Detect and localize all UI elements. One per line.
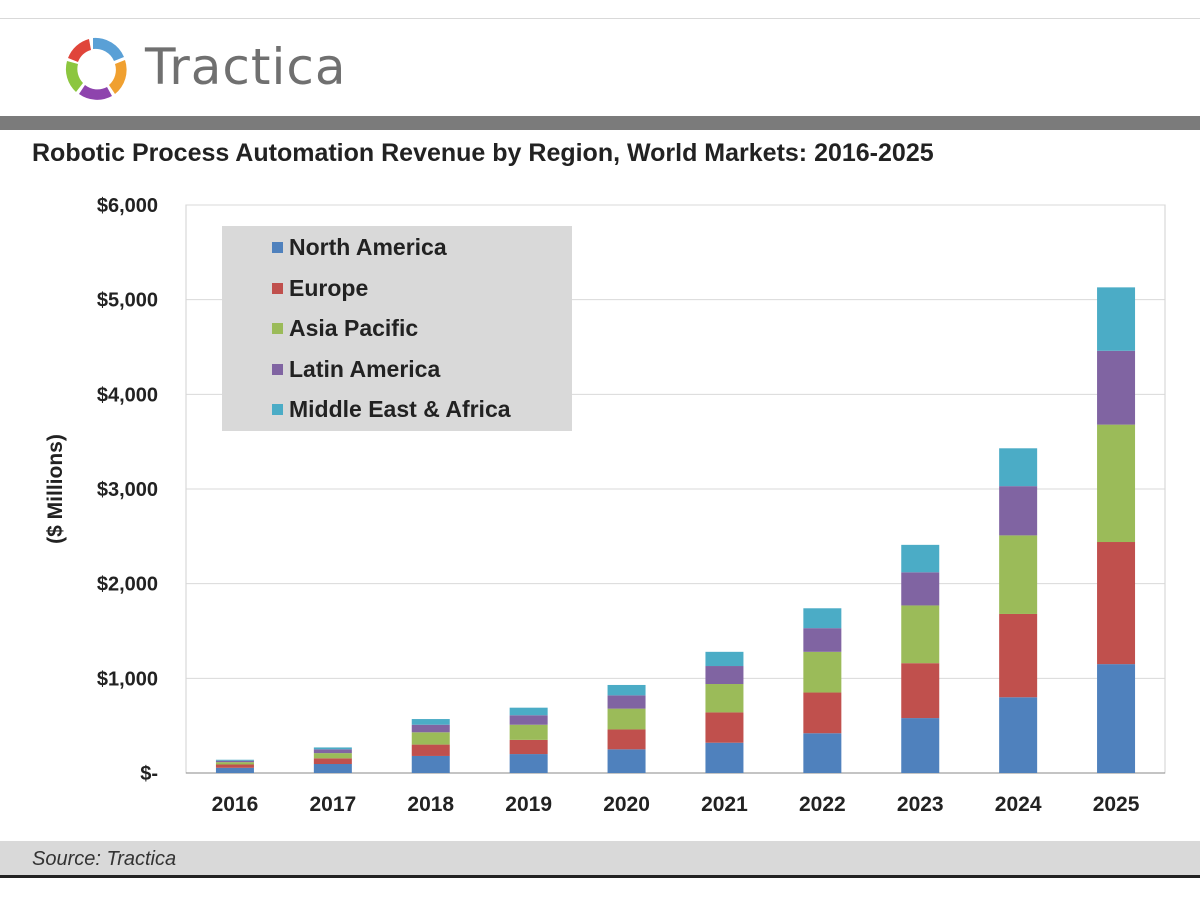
bar-segment: [509, 739, 548, 755]
bar-segment: [215, 762, 254, 765]
bar-segment: [215, 767, 254, 773]
source-note: Source: Tractica: [32, 848, 177, 870]
bar-segment: [215, 764, 254, 768]
x-tick-label: 2017: [309, 793, 356, 816]
legend-item: Latin America: [272, 356, 440, 383]
bar-segment: [607, 749, 646, 773]
bar-segment: [803, 651, 842, 693]
bar-segment: [313, 749, 352, 754]
bar-segment: [607, 684, 646, 696]
legend-label: Europe: [289, 274, 369, 301]
x-tick-label: 2021: [701, 793, 748, 816]
tractica-logo-icon: [65, 37, 127, 100]
y-tick-label: $1,000: [97, 668, 158, 690]
bar-segment: [313, 747, 352, 750]
bar-segment: [509, 715, 548, 725]
chart-title: Robotic Process Automation Revenue by Re…: [32, 139, 934, 167]
bar-segment: [215, 759, 254, 761]
y-axis-label: ($ Millions): [44, 434, 67, 544]
bar-segment: [411, 719, 450, 725]
bar-segment: [803, 692, 842, 734]
legend-item: North America: [272, 234, 447, 261]
bar-segment: [313, 764, 352, 773]
bar-segment: [803, 628, 842, 652]
bar-segment: [999, 613, 1038, 698]
bar-segment: [313, 753, 352, 759]
x-tick-label: 2018: [407, 793, 454, 816]
bar-segment: [509, 707, 548, 716]
bar-segment: [1097, 287, 1136, 351]
legend-label: Asia Pacific: [289, 315, 419, 341]
bar-segment: [509, 754, 548, 773]
bar-segment: [999, 448, 1038, 487]
bar-segment: [1097, 350, 1136, 425]
y-tick-label: $5,000: [97, 290, 158, 312]
bar-segment: [705, 651, 744, 667]
bar-segment: [901, 572, 940, 606]
bar-segment: [509, 724, 548, 740]
bar-segment: [705, 666, 744, 685]
x-tick-label: 2016: [212, 793, 259, 816]
bar-segment: [901, 544, 940, 573]
header-bar: [0, 116, 1200, 130]
bar-segment: [607, 695, 646, 709]
legend-label: Latin America: [289, 355, 441, 382]
legend-swatch: [272, 404, 283, 415]
legend-swatch: [272, 323, 283, 334]
bar-segment: [901, 663, 940, 719]
legend-label: Middle East & Africa: [289, 396, 511, 422]
bar-segment: [803, 733, 842, 773]
x-tick-label: 2023: [897, 793, 944, 816]
bar-segment: [705, 742, 744, 773]
bar-segment: [411, 755, 450, 773]
y-tick-label: $6,000: [97, 195, 158, 217]
bar-segment: [411, 724, 450, 733]
x-tick-label: 2019: [505, 793, 552, 816]
bar-segment: [607, 708, 646, 730]
legend-item: Middle East & Africa: [272, 396, 511, 423]
bar-segment: [1097, 542, 1136, 665]
y-tick-label: $3,000: [97, 479, 158, 501]
legend-item: Asia Pacific: [272, 315, 418, 342]
brand-name: Tractica: [145, 38, 347, 96]
bar-segment: [999, 535, 1038, 614]
bar-segment: [313, 758, 352, 765]
bar-segment: [1097, 664, 1136, 773]
x-tick-label: 2024: [995, 793, 1042, 816]
x-tick-label: 2020: [603, 793, 650, 816]
x-tick-label: 2022: [799, 793, 846, 816]
y-tick-label: $-: [140, 763, 158, 785]
bar-segment: [999, 486, 1038, 536]
bar-segment: [607, 729, 646, 750]
bar-segment: [1097, 424, 1136, 543]
x-tick-label: 2025: [1093, 793, 1140, 816]
legend-item: Europe: [272, 275, 368, 302]
bar-segment: [901, 605, 940, 664]
legend-swatch: [272, 242, 283, 253]
bar-segment: [705, 712, 744, 743]
bar-segment: [803, 608, 842, 629]
bar-segment: [215, 760, 254, 763]
legend-swatch: [272, 282, 283, 294]
chart-legend: North America Europe Asia Pacific Latin Ame…: [222, 226, 572, 431]
bar-segment: [901, 718, 940, 773]
top-divider: [0, 18, 1200, 19]
bar-segment: [999, 697, 1038, 773]
footer-bar: [0, 841, 1200, 878]
bar-segment: [411, 744, 450, 756]
y-tick-label: $2,000: [97, 574, 158, 596]
legend-label: North America: [289, 234, 447, 260]
stacked-bar-chart: $- $1,000 $2,000 $3,000 $4,000 $5,000 $6,000 ($…: [44, 195, 1166, 816]
bar-segment: [705, 684, 744, 713]
y-tick-label: $4,000: [97, 384, 158, 406]
bar-segment: [411, 732, 450, 745]
legend-swatch: [272, 363, 283, 375]
